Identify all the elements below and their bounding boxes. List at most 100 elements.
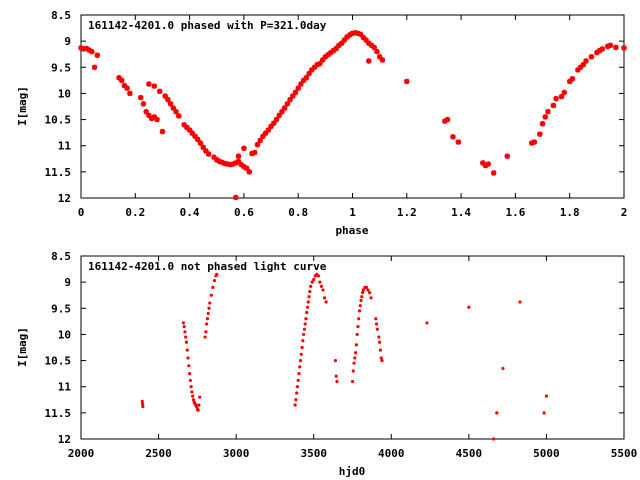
data-point [357, 31, 364, 38]
data-point [357, 309, 362, 313]
phased-x-axis-label: phase [335, 224, 368, 237]
data-point [444, 116, 451, 123]
data-point [309, 67, 315, 73]
data-point [369, 296, 373, 300]
data-point [294, 398, 298, 402]
data-point [293, 403, 297, 407]
data-point [621, 45, 627, 51]
data-point [119, 77, 125, 84]
data-point [190, 390, 194, 394]
data-point [442, 118, 448, 124]
y-tick-label: 9 [64, 35, 71, 48]
x-tick-label: 0 [78, 206, 85, 219]
data-point [241, 145, 247, 152]
data-point [368, 42, 375, 49]
data-point [292, 89, 299, 96]
data-point [317, 60, 323, 67]
data-point [355, 332, 359, 337]
data-point [539, 121, 546, 127]
data-point [366, 40, 372, 46]
data-point [569, 76, 576, 82]
data-point [311, 64, 318, 70]
data-point [211, 154, 217, 160]
data-point [366, 58, 372, 64]
data-point [215, 272, 219, 276]
data-point [501, 366, 505, 371]
data-point [184, 124, 190, 131]
data-point [197, 140, 204, 146]
y-tick-label: 11 [58, 140, 72, 153]
data-point [308, 289, 312, 294]
data-point [260, 133, 266, 140]
data-point [316, 274, 320, 278]
data-point [305, 305, 310, 309]
y-tick-label: 9.5 [51, 61, 71, 74]
data-point [485, 161, 491, 167]
data-point [224, 161, 231, 167]
data-point [170, 105, 177, 111]
data-point [550, 102, 557, 109]
data-point [528, 140, 535, 146]
data-point [375, 327, 379, 331]
data-point [194, 404, 199, 409]
x-tick-label: 2500 [145, 447, 172, 460]
data-point [495, 411, 499, 415]
data-point [233, 160, 239, 166]
data-point [183, 330, 187, 334]
data-point [243, 165, 250, 171]
data-point [380, 358, 384, 363]
data-point [203, 335, 207, 339]
data-point [249, 150, 255, 157]
y-tick-label: 12 [58, 192, 71, 205]
data-point [379, 356, 383, 360]
x-tick-label: 1.6 [505, 206, 525, 219]
data-point [78, 45, 84, 51]
unphased-y-axis-label: I[mag] [16, 327, 29, 367]
data-point [304, 317, 308, 321]
data-point [455, 139, 462, 145]
phased-plot-title: 161142-4201.0 phased with P=321.0day [88, 19, 327, 32]
x-tick-label: 1.2 [397, 206, 417, 219]
x-tick-label: 5500 [611, 447, 638, 460]
data-point [154, 116, 160, 123]
data-point [297, 372, 301, 376]
data-point [212, 278, 217, 283]
x-tick-label: 3000 [223, 447, 250, 460]
data-point [196, 408, 200, 412]
data-point [271, 120, 277, 126]
data-point [83, 45, 90, 52]
data-point [203, 148, 209, 154]
data-point [319, 284, 324, 288]
y-tick-label: 10 [58, 328, 71, 341]
data-point [173, 109, 179, 115]
data-point [86, 47, 92, 53]
data-point [367, 291, 372, 295]
data-point [204, 330, 208, 334]
data-point [544, 394, 549, 398]
data-point [205, 317, 210, 321]
data-point [189, 385, 193, 389]
data-point [324, 300, 328, 304]
data-point [191, 394, 195, 398]
data-point [374, 322, 379, 326]
data-point [336, 42, 342, 49]
data-point [325, 52, 331, 58]
data-point [425, 321, 429, 325]
data-point [299, 352, 303, 356]
data-point [553, 95, 559, 102]
data-point [192, 133, 198, 140]
data-point [355, 30, 361, 36]
data-point [246, 169, 253, 175]
data-point [319, 57, 326, 63]
data-point [349, 30, 356, 36]
y-tick-label: 11.5 [45, 166, 72, 179]
data-point [450, 134, 456, 140]
data-point [607, 42, 614, 49]
data-point [140, 402, 145, 406]
data-point [531, 139, 538, 145]
data-point [580, 61, 586, 68]
data-point [162, 93, 168, 99]
data-point [504, 153, 510, 159]
data-point [309, 284, 313, 288]
data-point [377, 335, 381, 339]
